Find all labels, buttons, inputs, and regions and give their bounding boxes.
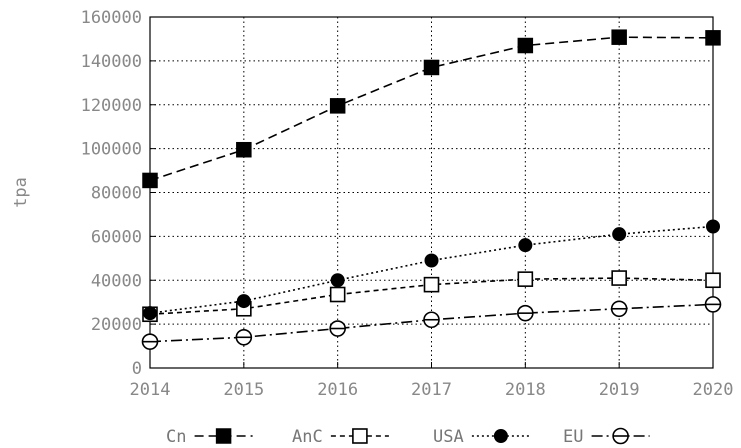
y-tick-label: 60000 [91, 227, 142, 247]
data-point [423, 276, 440, 293]
legend-marker-sample [352, 428, 368, 444]
series-cn [142, 29, 721, 189]
y-tick-label: 20000 [91, 315, 142, 335]
x-tick-label: 2017 [411, 380, 452, 400]
y-tick-label: 80000 [91, 184, 142, 204]
data-point [143, 306, 157, 321]
data-point [329, 286, 346, 303]
x-tick-label: 2020 [693, 380, 734, 400]
series-eu [141, 296, 722, 350]
series-usa [143, 219, 720, 321]
legend-item-cn: Cn [166, 427, 253, 447]
data-point [142, 172, 158, 189]
legend-label: USA [433, 427, 464, 447]
data-point [141, 333, 159, 350]
data-point [611, 29, 627, 45]
data-point [706, 219, 720, 234]
data-point [517, 37, 534, 54]
legend-label: EU [563, 427, 583, 447]
data-point [329, 320, 346, 337]
data-point [517, 271, 534, 287]
x-axis-ticks: 2014 2015 2016 2017 2018 2019 2020 [130, 362, 734, 400]
x-tick-label: 2018 [505, 380, 546, 400]
x-tick-label: 2015 [223, 380, 264, 400]
data-point [518, 238, 533, 253]
y-tick-label: 160000 [81, 8, 142, 28]
data-point [612, 227, 627, 242]
data-point [610, 300, 628, 318]
y-tick-label: 140000 [81, 52, 142, 72]
y-tick-label: 40000 [91, 271, 142, 291]
series-group [141, 29, 722, 350]
data-point [329, 98, 346, 114]
x-tick-label: 2019 [599, 380, 640, 400]
legend-label: Cn [166, 427, 186, 447]
legend-item-anc: AnC [292, 427, 389, 447]
x-tick-label: 2014 [130, 380, 171, 400]
data-point [517, 304, 534, 322]
y-tick-label: 100000 [81, 140, 142, 160]
legend: Cn AnC USA EU [166, 427, 650, 447]
data-point [423, 59, 440, 76]
data-point [330, 273, 345, 288]
data-point [424, 253, 439, 268]
legend-label: AnC [292, 427, 323, 447]
y-axis-ticks: 0 20000 40000 60000 80000 100000 120000 140000 1… [81, 8, 156, 379]
data-point [236, 141, 252, 158]
y-tick-label: 0 [132, 359, 142, 379]
data-point [423, 311, 440, 329]
data-point [705, 272, 721, 289]
legend-marker-sample [612, 427, 629, 445]
data-point [236, 294, 251, 309]
legend-item-eu: EU [563, 427, 650, 447]
y-tick-label: 120000 [81, 96, 142, 116]
data-point [611, 270, 627, 286]
y-axis-label: tpa [11, 177, 31, 208]
data-point [705, 30, 721, 46]
x-tick-label: 2016 [317, 380, 358, 400]
legend-marker-sample [493, 429, 508, 443]
legend-marker-sample [215, 428, 232, 444]
data-point [235, 328, 253, 346]
legend-item-usa: USA [433, 427, 530, 447]
data-point [704, 296, 722, 313]
